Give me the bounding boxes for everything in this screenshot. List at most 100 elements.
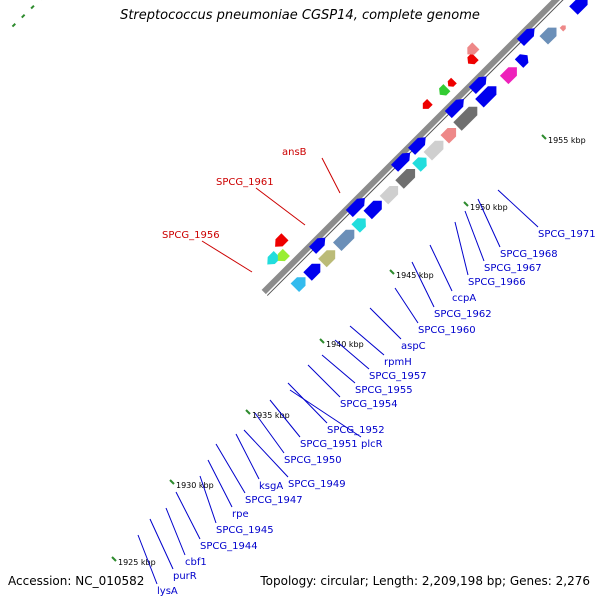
gene-arrow[interactable] — [391, 152, 411, 172]
gene-arrow[interactable] — [475, 86, 497, 108]
gene-arrow[interactable] — [453, 106, 478, 131]
forward-gene-label[interactable]: purR — [173, 571, 197, 582]
forward-label-leader — [269, 399, 301, 438]
gene-arrow[interactable] — [408, 137, 426, 155]
forward-label-leader — [215, 443, 246, 494]
forward-gene-label[interactable]: SPCG_1957 — [369, 371, 427, 382]
gene-arrow[interactable] — [559, 25, 566, 32]
forward-label-leader — [394, 287, 419, 324]
gene-arrow[interactable] — [499, 67, 517, 85]
scale-label: 1925 kbp — [118, 558, 156, 567]
gene-arrow[interactable] — [290, 277, 306, 292]
reverse-label-leader — [201, 240, 253, 273]
gene-arrow[interactable] — [439, 84, 451, 96]
topology-text: Topology: circular; Length: 2,209,198 bp… — [260, 574, 590, 588]
forward-label-leader — [165, 507, 186, 556]
gene-arrow[interactable] — [440, 128, 457, 144]
gene-arrow[interactable] — [395, 169, 416, 189]
forward-label-leader — [334, 339, 370, 370]
forward-gene-label[interactable]: SPCG_1971 — [538, 229, 596, 240]
scale-label: 1940 kbp — [326, 340, 364, 349]
gene-arrow[interactable] — [569, 0, 588, 15]
scale-label: 1930 kbp — [176, 481, 214, 490]
reverse-gene-label[interactable]: SPCG_1956 — [162, 230, 220, 241]
gene-labels: ansB SPCG_1961 SPCG_1956 SPCG_1971 SPCG_1968… — [137, 147, 596, 597]
reverse-gene-label[interactable]: SPCG_1961 — [216, 177, 274, 188]
forward-gene-label[interactable]: rpmH — [384, 357, 412, 368]
forward-label-leader — [497, 189, 539, 228]
forward-gene-label[interactable]: SPCG_1954 — [340, 399, 398, 410]
forward-gene-label[interactable]: SPCG_1955 — [355, 385, 413, 396]
forward-label-leader — [349, 325, 385, 356]
forward-gene-label[interactable]: SPCG_1952 — [327, 425, 385, 436]
gc-dot-track — [11, 0, 42, 28]
forward-gene-label[interactable]: SPCG_1949 — [288, 479, 346, 490]
backbone — [261, 0, 564, 296]
gene-arrow[interactable] — [345, 198, 365, 218]
forward-label-leader — [289, 389, 362, 438]
gene-arrow[interactable] — [447, 77, 457, 87]
scale-tick — [463, 201, 469, 207]
forward-label-leader — [307, 364, 341, 398]
scale-tick — [319, 338, 325, 344]
map-title: Streptococcus pneumoniae CGSP14, complet… — [120, 8, 480, 23]
gene-arrow[interactable] — [539, 27, 557, 45]
gene-arrow[interactable] — [333, 229, 355, 251]
scale-tick — [389, 269, 395, 275]
gene-arrow[interactable] — [412, 157, 427, 172]
gene-arrow[interactable] — [467, 53, 479, 65]
forward-gene-label[interactable]: ccpA — [452, 293, 476, 304]
forward-gene-label[interactable]: SPCG_1950 — [284, 455, 342, 466]
gene-arrow[interactable] — [275, 233, 289, 247]
forward-gene-label[interactable]: SPCG_1967 — [484, 263, 542, 274]
gene-arrow[interactable] — [422, 99, 433, 109]
forward-gene-label[interactable]: ksgA — [259, 481, 283, 492]
forward-label-leader — [287, 382, 328, 424]
gene-arrow[interactable] — [351, 218, 366, 233]
gene-arrow[interactable] — [277, 248, 290, 262]
gene-arrow[interactable] — [318, 250, 336, 268]
forward-gene-label[interactable]: SPCG_1951 — [300, 439, 358, 450]
gene-arrow[interactable] — [516, 28, 535, 46]
forward-label-leader — [429, 244, 453, 292]
gc-dot — [30, 4, 35, 10]
forward-gene-label[interactable]: plcR — [361, 439, 383, 450]
forward-label-leader — [454, 221, 469, 276]
reverse-label-leader — [321, 157, 341, 194]
gene-arrow[interactable] — [309, 237, 326, 254]
forward-gene-label[interactable]: SPCG_1962 — [434, 309, 492, 320]
forward-label-leader — [321, 354, 356, 384]
forward-gene-label[interactable]: SPCG_1945 — [216, 525, 274, 536]
forward-gene-label[interactable]: aspC — [401, 341, 426, 352]
forward-label-leader — [235, 433, 260, 480]
backbone-line — [261, 0, 561, 295]
forward-gene-label[interactable]: SPCG_1968 — [500, 249, 558, 260]
gene-arrow[interactable] — [379, 186, 399, 205]
forward-label-leader — [411, 261, 435, 308]
gene-arrow[interactable] — [267, 251, 281, 265]
gene-arrow[interactable] — [363, 200, 382, 220]
scale-tick — [169, 479, 175, 485]
forward-gene-label[interactable]: SPCG_1944 — [200, 541, 258, 552]
gene-arrow[interactable] — [303, 263, 321, 281]
gene-arrow[interactable] — [467, 42, 480, 55]
forward-gene-label[interactable]: SPCG_1966 — [468, 277, 526, 288]
accession-text: Accession: NC_010582 — [8, 574, 145, 588]
forward-label-leader — [243, 429, 289, 478]
forward-gene-label[interactable]: lysA — [157, 586, 178, 597]
forward-gene-label[interactable]: SPCG_1960 — [418, 325, 476, 336]
forward-gene-label[interactable]: rpe — [232, 509, 249, 520]
forward-gene-label[interactable]: SPCG_1947 — [245, 495, 303, 506]
forward-gene-label[interactable]: cbf1 — [185, 557, 207, 568]
backbone-shadow — [266, 0, 564, 296]
gene-arrow[interactable] — [468, 76, 487, 94]
reverse-gene-label[interactable]: ansB — [282, 147, 307, 158]
scale-tick — [541, 134, 547, 140]
scale-label: 1935 kbp — [252, 411, 290, 420]
scale-label: 1950 kbp — [470, 203, 508, 212]
gene-arrow[interactable] — [423, 140, 444, 161]
gene-arrow[interactable] — [514, 54, 529, 68]
forward-label-leader — [369, 307, 402, 340]
gene-arrow[interactable] — [444, 99, 464, 119]
